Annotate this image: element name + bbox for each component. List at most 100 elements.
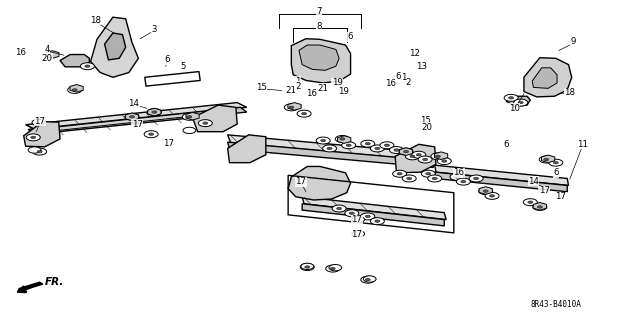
Polygon shape	[104, 33, 125, 60]
Circle shape	[198, 120, 212, 127]
Text: 15: 15	[420, 116, 431, 125]
Circle shape	[543, 158, 548, 161]
Circle shape	[125, 113, 139, 120]
Circle shape	[72, 89, 77, 91]
Circle shape	[540, 156, 553, 163]
Circle shape	[410, 155, 415, 158]
Circle shape	[329, 264, 342, 271]
Circle shape	[33, 148, 47, 155]
Polygon shape	[288, 103, 301, 110]
Text: 5: 5	[180, 62, 186, 71]
Circle shape	[330, 267, 335, 270]
Text: 20: 20	[422, 123, 433, 132]
Circle shape	[85, 65, 90, 68]
Circle shape	[352, 231, 365, 237]
Text: 6: 6	[553, 168, 559, 177]
Text: 17: 17	[556, 192, 566, 201]
Circle shape	[474, 177, 479, 180]
Circle shape	[399, 148, 413, 155]
Text: 17: 17	[351, 215, 362, 224]
Text: 10: 10	[509, 104, 520, 113]
Circle shape	[397, 173, 402, 175]
Circle shape	[68, 86, 82, 93]
Circle shape	[533, 204, 547, 211]
Circle shape	[147, 108, 161, 115]
Circle shape	[335, 136, 349, 142]
Circle shape	[469, 175, 483, 182]
Text: 21: 21	[317, 84, 329, 93]
Polygon shape	[49, 109, 225, 131]
Circle shape	[316, 137, 330, 144]
Text: 16: 16	[385, 79, 396, 88]
Circle shape	[148, 133, 154, 136]
Circle shape	[346, 144, 351, 146]
Polygon shape	[17, 282, 43, 292]
Text: 12: 12	[409, 49, 420, 58]
Text: 19: 19	[332, 78, 342, 87]
Circle shape	[394, 149, 399, 151]
Circle shape	[361, 276, 375, 283]
Text: 20: 20	[42, 54, 52, 63]
Polygon shape	[60, 55, 90, 67]
Circle shape	[183, 127, 196, 134]
Circle shape	[435, 155, 440, 158]
Polygon shape	[435, 152, 448, 160]
Circle shape	[203, 122, 208, 124]
Text: 17: 17	[539, 186, 550, 195]
Circle shape	[365, 142, 371, 145]
Circle shape	[393, 170, 406, 177]
Text: 16: 16	[306, 89, 317, 98]
Circle shape	[403, 150, 408, 153]
Circle shape	[485, 192, 499, 199]
Circle shape	[364, 276, 376, 282]
Polygon shape	[288, 167, 351, 200]
Circle shape	[332, 205, 346, 212]
Polygon shape	[228, 135, 266, 163]
Circle shape	[26, 134, 40, 141]
Polygon shape	[24, 122, 60, 147]
Polygon shape	[125, 113, 139, 121]
Polygon shape	[435, 165, 568, 185]
Polygon shape	[228, 142, 433, 167]
Circle shape	[380, 142, 394, 149]
Text: 17: 17	[351, 230, 362, 239]
Text: 17: 17	[163, 139, 175, 148]
Text: 13: 13	[417, 62, 428, 71]
Circle shape	[509, 97, 514, 99]
Polygon shape	[524, 58, 572, 97]
Circle shape	[538, 206, 542, 208]
Circle shape	[454, 176, 460, 178]
Circle shape	[305, 266, 310, 268]
Text: 2: 2	[295, 82, 300, 91]
Polygon shape	[302, 204, 444, 226]
Text: 6: 6	[503, 140, 509, 149]
Circle shape	[365, 278, 371, 281]
Polygon shape	[532, 68, 557, 88]
Text: 8: 8	[316, 22, 321, 31]
Circle shape	[418, 156, 432, 163]
Circle shape	[461, 180, 466, 183]
Circle shape	[375, 220, 380, 222]
Circle shape	[416, 153, 421, 156]
Polygon shape	[395, 144, 436, 173]
Text: 7: 7	[316, 7, 321, 16]
Text: 15: 15	[256, 83, 267, 92]
Circle shape	[129, 115, 134, 118]
Text: 6: 6	[395, 72, 401, 81]
Polygon shape	[228, 135, 435, 161]
Polygon shape	[186, 112, 199, 120]
Circle shape	[553, 161, 558, 164]
Polygon shape	[533, 203, 547, 210]
Circle shape	[337, 207, 342, 210]
Text: 18: 18	[90, 16, 101, 25]
Text: 8R43-B4010A: 8R43-B4010A	[531, 300, 581, 309]
Text: 1: 1	[295, 77, 300, 85]
Text: FR.: FR.	[45, 277, 64, 287]
Polygon shape	[302, 197, 446, 219]
Circle shape	[32, 119, 45, 126]
Polygon shape	[541, 155, 555, 163]
Polygon shape	[26, 103, 246, 130]
Circle shape	[402, 175, 416, 182]
Circle shape	[28, 147, 41, 153]
Circle shape	[412, 151, 426, 158]
